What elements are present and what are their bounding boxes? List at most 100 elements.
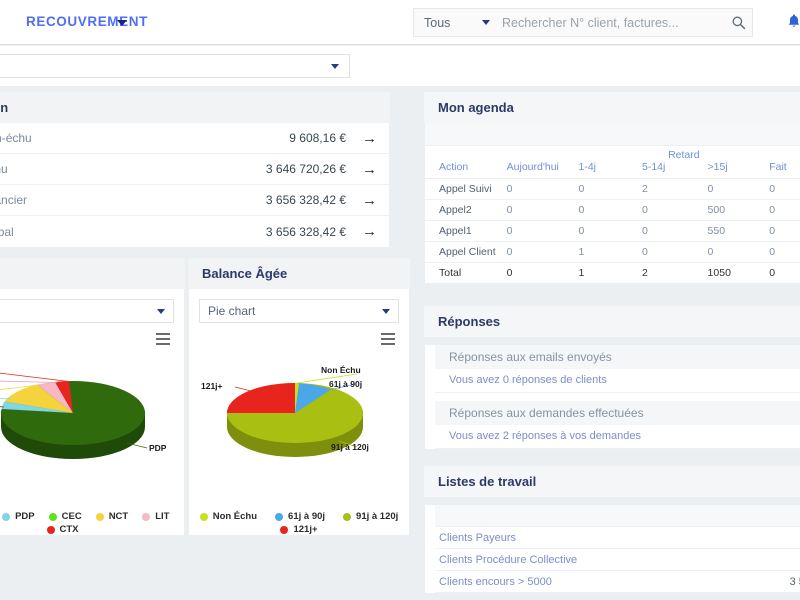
agenda-cell-action: Appel1: [425, 220, 507, 242]
chevron-down-icon[interactable]: [157, 309, 165, 314]
legend-label: PDP: [15, 511, 35, 522]
situation-title: situation: [0, 92, 390, 123]
reponses-block: Réponses aux emails envoyés Vous avez 0 …: [425, 345, 800, 393]
legend-item[interactable]: CTX: [46, 524, 79, 535]
statut-title: ut: [0, 258, 185, 289]
legend-label: 91j à 120j: [356, 511, 399, 522]
situation-row-value: 3 656 328,42 €: [265, 193, 346, 207]
notification-bell-icon[interactable]: [787, 13, 800, 32]
agenda-cell-1-4j: 1: [578, 241, 642, 263]
app-brand-recouvrement[interactable]: RECOUVREMENT: [26, 14, 148, 29]
agenda-table: Retard Action Aujourd'hui 1-4j 5-14j >15…: [425, 123, 800, 283]
agenda-group-header-row: Retard: [425, 145, 800, 161]
arrow-right-icon[interactable]: →: [362, 160, 377, 178]
chevron-down-icon[interactable]: [331, 64, 339, 69]
filter-toolbar: lidé ✖: [0, 46, 800, 86]
agenda-col-fait: Fait: [769, 161, 800, 179]
situation-row-label: ours non-échu: [0, 131, 32, 145]
balance-charttype-value: Pie chart: [208, 304, 256, 318]
chevron-down-icon[interactable]: [382, 309, 390, 314]
situation-row[interactable]: ours financier 3 656 328,42 € →: [0, 185, 389, 216]
reponses-block-link[interactable]: Vous avez 2 réponses à vos demandes: [435, 425, 800, 449]
list-item[interactable]: Clients encours > 5000 3 57: [435, 571, 800, 593]
reponses-block-title: Réponses aux demandes effectuées: [435, 401, 800, 425]
legend-label: CTX: [59, 524, 79, 535]
search-input[interactable]: [500, 14, 724, 31]
agenda-cell-action: Appel Suivi: [425, 178, 507, 200]
chart-menu-icon[interactable]: [381, 333, 395, 348]
chart-menu-icon[interactable]: [156, 333, 170, 348]
legend-item[interactable]: 121j+: [280, 524, 318, 535]
agenda-cell-fait: 0: [769, 220, 800, 242]
agenda-cell-fait: 0: [769, 178, 800, 200]
agenda-total-1-4j: 1: [578, 267, 585, 279]
balance-legend: Non Échu 61j à 90j 91j à 120j 121j+: [189, 511, 409, 535]
list-item[interactable]: Clients Payeurs: [435, 527, 800, 549]
legend-item[interactable]: 61j à 90j: [275, 511, 325, 522]
arrow-right-icon[interactable]: →: [362, 129, 377, 147]
statut-chart-card: ut chart: [0, 258, 185, 536]
reponses-block-title: Réponses aux emails envoyés: [435, 345, 800, 369]
agenda-cell-5-14j: 2: [642, 178, 708, 200]
search-scope-label[interactable]: Tous: [424, 15, 451, 30]
agenda-total-fait: 0: [769, 267, 776, 279]
reponses-title: Réponses: [424, 306, 800, 337]
balance-callout-121plus: 121j+: [201, 381, 223, 391]
agenda-total-15j: 1050: [707, 267, 731, 279]
situation-row[interactable]: ours global 3 656 328,42 € →: [0, 216, 389, 247]
legend-item[interactable]: LIT: [142, 511, 169, 522]
agenda-cell-aujourdhui: 0: [506, 220, 579, 242]
legend-item[interactable]: 91j à 120j: [343, 511, 398, 522]
chevron-down-icon[interactable]: [117, 20, 127, 26]
agenda-cell-5-14j: 0: [642, 241, 708, 263]
agenda-cell-5-14j: 0: [642, 220, 708, 242]
table-row[interactable]: Appel1 0 0 0 550 0: [425, 220, 800, 242]
situation-row[interactable]: ours non-échu 9 608,16 € →: [0, 123, 389, 154]
balance-agee-chart-card: Balance Âgée Pie chart: [188, 258, 410, 536]
arrow-right-icon[interactable]: →: [362, 191, 377, 209]
agenda-cell-1-4j: 0: [578, 220, 642, 242]
legend-item[interactable]: PDP: [2, 511, 35, 522]
top-navigation-bar: RECOUVREMENT Tous: [0, 0, 800, 45]
agenda-header-row: Action Aujourd'hui 1-4j 5-14j >15j Fait: [425, 161, 800, 179]
statut-callout-pdp-main: PDP: [149, 443, 167, 453]
agenda-panel: Mon agenda Retard Action Aujourd'hui 1-4…: [424, 92, 800, 284]
balance-chart-body: Pie chart: [188, 289, 410, 536]
reponses-block-link[interactable]: Vous avez 0 réponses de clients: [435, 369, 800, 393]
statut-charttype-select[interactable]: chart: [0, 299, 174, 323]
agenda-table-wrap: Retard Action Aujourd'hui 1-4j 5-14j >15…: [424, 123, 800, 284]
agenda-cell-15j: 500: [707, 199, 770, 221]
arrow-right-icon[interactable]: →: [362, 223, 377, 240]
legend-item[interactable]: Non Échu: [199, 511, 257, 522]
legend-item[interactable]: NCT: [95, 511, 129, 522]
table-row[interactable]: Appel Client 0 1 0 0 0: [425, 241, 800, 263]
chevron-down-icon[interactable]: [482, 20, 490, 25]
table-row[interactable]: Appel Suivi 0 0 2 0 0: [425, 178, 800, 200]
global-search-bar[interactable]: Tous: [413, 8, 753, 37]
legend-swatch: [95, 512, 104, 521]
list-item-label: Clients encours > 5000: [439, 575, 552, 588]
agenda-cell-15j: 550: [707, 220, 770, 242]
agenda-cell-fait: 0: [769, 199, 800, 221]
situation-row-label: ours global: [0, 224, 14, 239]
balance-callout-91-120: 91j à 120j: [331, 442, 369, 452]
reponses-body: Réponses aux emails envoyés Vous avez 0 …: [424, 345, 800, 450]
list-item-value: 3 57: [789, 575, 800, 588]
table-row[interactable]: Appel2 0 0 0 500 0: [425, 199, 800, 221]
legend-label: NCT: [108, 511, 129, 522]
legend-swatch: [280, 525, 289, 534]
agenda-group-retard: Retard: [668, 148, 700, 161]
reponses-block: Réponses aux demandes effectuées Vous av…: [425, 401, 800, 449]
legend-item[interactable]: CEC: [48, 511, 82, 522]
agenda-total-row: Total 0 1 2 1050 0: [425, 263, 800, 284]
search-icon[interactable]: [724, 15, 752, 30]
agenda-cell-aujourdhui: 0: [506, 178, 579, 200]
balance-charttype-select[interactable]: Pie chart: [199, 299, 399, 323]
agenda-cell-action: Appel2: [425, 199, 507, 221]
legend-swatch: [46, 525, 55, 534]
legend-swatch: [2, 512, 11, 521]
situation-row[interactable]: ours échu 3 646 720,26 € →: [0, 154, 389, 185]
list-item[interactable]: Clients Procédure Collective: [435, 549, 800, 571]
statut-legend: PDP PDP CEC NCT LIT: [0, 511, 184, 535]
status-filter-select[interactable]: lidé ✖: [0, 54, 350, 78]
